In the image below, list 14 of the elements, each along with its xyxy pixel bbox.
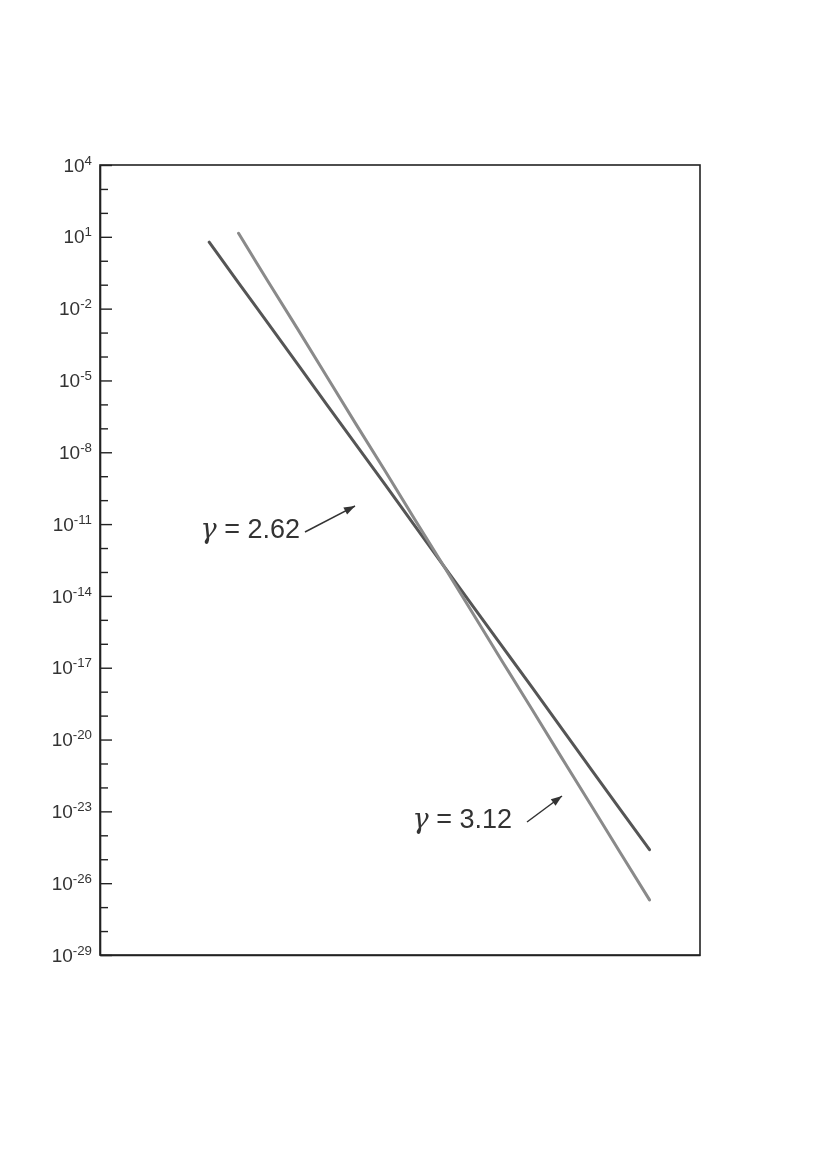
y-tick-label: 10$^{-8}$	[59, 439, 92, 463]
y-tick-label: 10$^{-20}$	[51, 726, 92, 751]
y-tick-label: 10$^{4}$	[63, 152, 92, 176]
y-tick-label: 10$^{-5}$	[59, 367, 92, 392]
y-tick-label: 10$^{-29}$	[51, 942, 92, 966]
annotation: γ = 3.12	[412, 803, 512, 834]
annotation: γ = 2.62	[200, 513, 300, 544]
y-tick-label: 10$^{-17}$	[51, 654, 92, 679]
y-tick-label: 10$^{-14}$	[51, 582, 92, 607]
y-tick-label: 10$^{-11}$	[52, 511, 92, 535]
y-tick-label: 10$^{-2}$	[59, 295, 92, 320]
y-tick-label: 10$^{1}$	[63, 223, 92, 248]
y-tick-label: 10$^{-23}$	[51, 798, 92, 822]
y-tick-label: 10$^{-26}$	[51, 870, 92, 894]
